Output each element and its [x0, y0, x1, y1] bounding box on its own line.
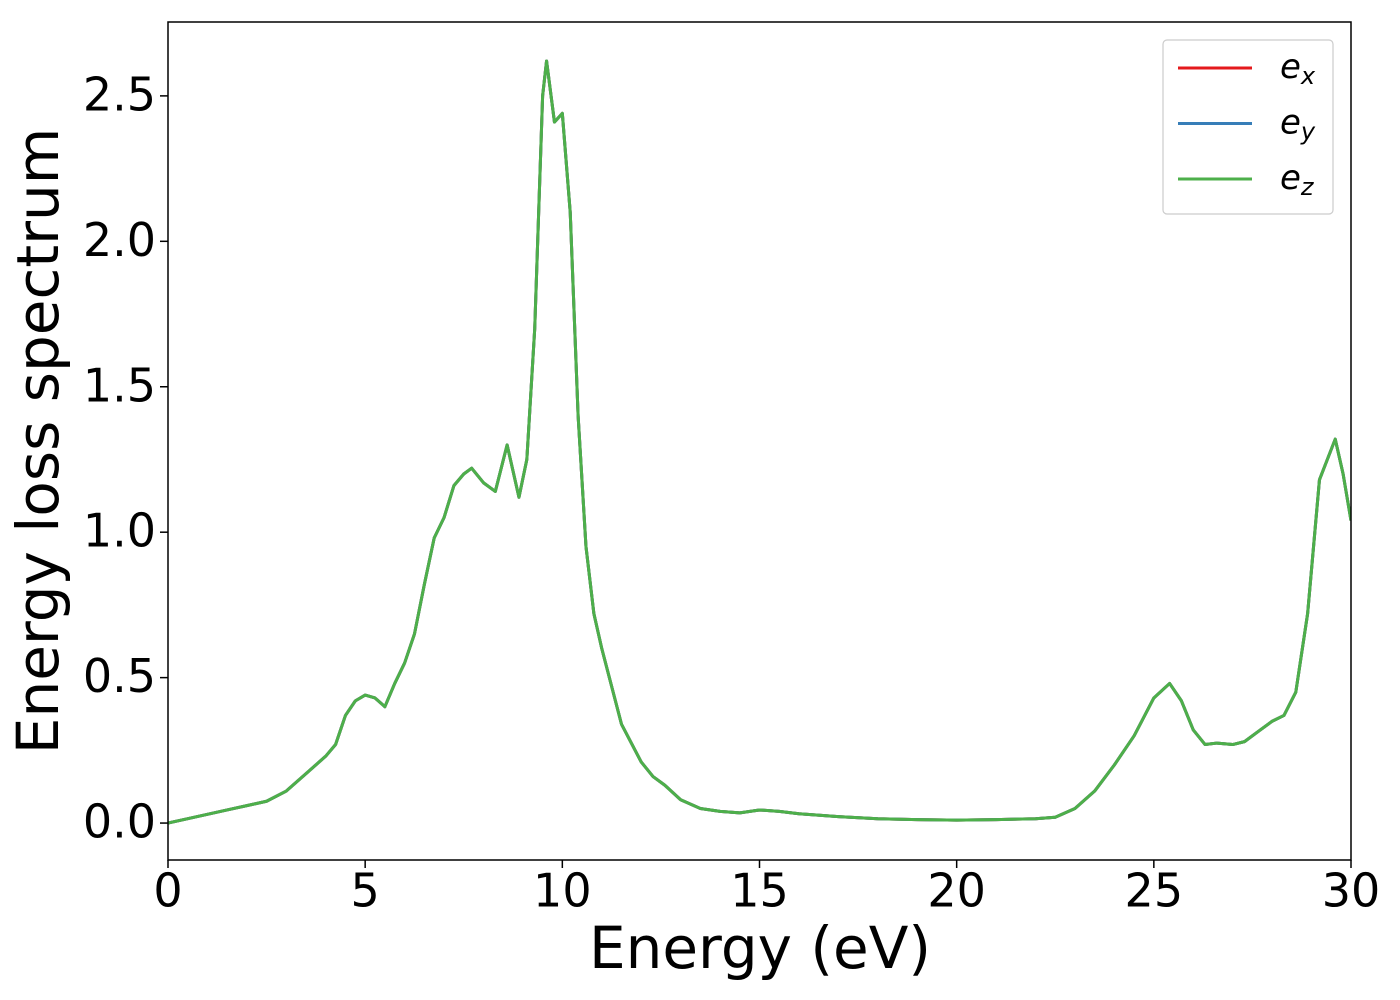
x-tick-label: 5 [351, 864, 380, 918]
y-tick-label: 2.0 [83, 213, 156, 267]
legend-box [1162, 39, 1334, 215]
y-tick-label: 1.0 [83, 504, 156, 558]
y-tick-label: 0.0 [83, 795, 156, 849]
x-tick-label: 10 [533, 864, 592, 918]
y-tick-label: 2.5 [83, 67, 156, 121]
y-tick-label: 1.5 [83, 358, 156, 412]
x-tick-label: 20 [927, 864, 986, 918]
x-tick-label: 15 [730, 864, 789, 918]
plot-frame [167, 21, 1352, 861]
data-line [168, 59, 1351, 825]
x-axis-label: Energy (eV) [589, 914, 931, 982]
legend-label: ey [1280, 102, 1316, 146]
x-tick-label: 0 [153, 864, 182, 918]
x-tick-label: 30 [1322, 864, 1381, 918]
y-axis-label: Energy loss spectrum [4, 128, 72, 754]
legend-label: ex [1280, 47, 1316, 91]
y-tick-label: 0.5 [83, 649, 156, 703]
x-tick-label: 25 [1125, 864, 1184, 918]
legend-label: ez [1280, 158, 1315, 202]
